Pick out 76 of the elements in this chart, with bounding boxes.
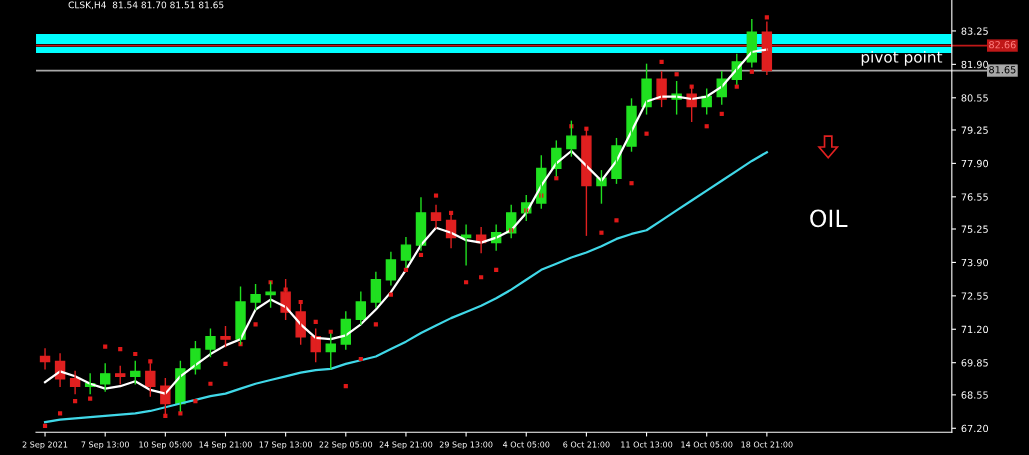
point: [88, 396, 93, 401]
y-tick-label: 77.90: [961, 159, 989, 168]
point: [704, 124, 709, 129]
point: [178, 411, 183, 416]
point: [388, 292, 393, 297]
point: [133, 351, 138, 357]
ref-line-label: 81.65: [989, 66, 1016, 74]
text: OIL: [810, 209, 848, 228]
point: [148, 359, 153, 364]
point: [659, 59, 664, 64]
y-tick-label: 81.90: [961, 60, 989, 69]
point: [629, 181, 634, 186]
candlestick: [220, 326, 231, 348]
point: [418, 252, 424, 258]
y-tick-label: 68.55: [961, 391, 988, 399]
candlestick: [325, 333, 336, 370]
y-tick-label: 75.25: [961, 225, 988, 233]
point: [464, 280, 469, 285]
point: [403, 267, 409, 272]
x-tick-label: 7 Sep 13:00: [81, 441, 129, 450]
point: [599, 230, 604, 235]
text: pivot point: [861, 50, 943, 66]
x-tick-label: 29 Sep 13:00: [439, 441, 493, 450]
chart-title: CLSK,H4 81.54 81.70 81.51 81.65: [68, 1, 224, 10]
y-tick-label: 72.55: [961, 292, 988, 300]
candlestick: [235, 286, 246, 345]
x-tick-label: 17 Sep 13:00: [259, 441, 312, 450]
point: [193, 398, 198, 404]
point: [313, 319, 318, 324]
x-tick-label: 14 Sep 21:00: [199, 441, 252, 450]
point: [42, 423, 48, 428]
x-tick-label: 4 Oct 05:00: [502, 441, 550, 448]
x-tick-label: 18 Oct 21:00: [741, 441, 793, 448]
y-tick-label: 83.25: [961, 27, 988, 35]
x-tick-label: 10 Sep 05:00: [139, 441, 192, 450]
x-tick-label: 6 Oct 21:00: [563, 441, 610, 448]
point: [734, 84, 739, 89]
point: [118, 346, 123, 352]
point: [57, 411, 63, 416]
point: [358, 356, 363, 362]
point: [328, 329, 333, 334]
y-tick-label: 80.55: [961, 94, 988, 102]
candlestick: [250, 284, 261, 311]
point: [373, 322, 378, 327]
point: [298, 299, 303, 305]
point: [614, 218, 619, 223]
y-tick-label: 69.85: [961, 359, 988, 367]
x-tick-label: 14 Oct 05:00: [681, 441, 733, 448]
x-tick-label: 11 Oct 13:00: [621, 441, 673, 448]
x-tick-label: 2 Sep 2021: [22, 441, 68, 450]
point: [644, 131, 649, 136]
point: [343, 384, 348, 389]
point: [764, 15, 769, 20]
x-tick-label: 22 Sep 05:00: [319, 441, 373, 450]
point: [73, 398, 78, 404]
point: [494, 267, 499, 272]
point: [433, 193, 439, 198]
point: [674, 72, 679, 77]
y-tick-label: 79.25: [961, 126, 988, 134]
point: [479, 275, 484, 280]
candlestick: [205, 328, 216, 358]
point: [749, 69, 754, 74]
candlestick: [145, 363, 156, 397]
point: [163, 413, 168, 418]
y-tick-label: 76.55: [961, 193, 988, 201]
point: [208, 381, 213, 386]
y-tick-label: 67.20: [961, 424, 989, 433]
x-tick-label: 24 Sep 21:00: [379, 441, 433, 450]
point: [554, 176, 559, 181]
point: [223, 361, 228, 367]
ref-line-label: 82.66: [989, 41, 1016, 49]
point: [719, 111, 724, 116]
point: [253, 322, 258, 327]
y-tick-label: 71.20: [961, 325, 989, 334]
y-tick-label: 73.90: [961, 258, 989, 267]
point: [103, 344, 108, 349]
